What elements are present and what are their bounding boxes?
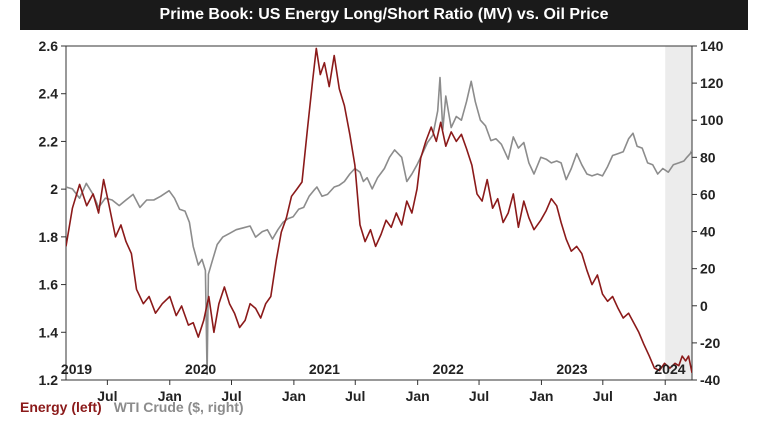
left-tick-label: 1.4: [39, 324, 59, 340]
wti-line: [66, 76, 692, 376]
left-tick-label: 1.2: [39, 372, 59, 388]
right-tick-label: 100: [700, 112, 724, 128]
x-month-label: Jan: [282, 388, 306, 404]
plot-frame: [65, 45, 693, 381]
right-tick-label: 140: [700, 38, 724, 54]
x-month-label: Jul: [97, 388, 117, 404]
right-tick-label: 40: [700, 224, 716, 240]
shaded-region-group: [665, 46, 692, 380]
x-month-label: Jul: [593, 388, 613, 404]
right-tick-label: 80: [700, 149, 716, 165]
left-tick-label: 2: [50, 181, 58, 197]
x-month-label: Jul: [345, 388, 365, 404]
x-year-label: 2024: [654, 361, 685, 377]
right-tick-label: -40: [700, 372, 720, 388]
x-year-label: 2020: [185, 361, 216, 377]
left-tick-label: 2.2: [39, 133, 59, 149]
x-year-label: 2023: [556, 361, 587, 377]
chart-title: Prime Book: US Energy Long/Short Ratio (…: [20, 0, 748, 30]
x-year-label: 2022: [433, 361, 464, 377]
right-tick-label: 60: [700, 186, 716, 202]
x-month-label: Jan: [653, 388, 677, 404]
left-tick-label: 2.6: [39, 38, 59, 54]
legend-wti: WTI Crude ($, right): [113, 399, 244, 415]
x-month-label: Jul: [221, 388, 241, 404]
right-tick-label: 0: [700, 298, 708, 314]
left-tick-label: 2.4: [39, 86, 59, 102]
x-month-label: Jul: [469, 388, 489, 404]
x-month-label: Jan: [529, 388, 553, 404]
left-axis: 1.2 1.4 1.6 1.8 2 2.2 2.4 2.6: [39, 38, 66, 388]
x-axis: Jul Jan Jul Jan Jul Jan Jul Jan Jul Jan 2019 2020 20…: [61, 361, 686, 404]
series-group: [66, 47, 692, 376]
legend: Energy (left) WTI Crude ($, right): [20, 399, 244, 415]
right-axis: -40 -20 0 20 40 60 80 100 120 140: [692, 38, 724, 388]
right-tick-label: -20: [700, 335, 720, 351]
x-month-label: Jan: [406, 388, 430, 404]
left-tick-label: 1.8: [39, 229, 59, 245]
x-year-label: 2021: [309, 361, 340, 377]
energy-line: [66, 47, 692, 373]
x-year-label: 2019: [61, 361, 92, 377]
right-tick-label: 120: [700, 75, 724, 91]
x-month-label: Jan: [158, 388, 182, 404]
shaded-region: [665, 46, 692, 380]
right-tick-label: 20: [700, 261, 716, 277]
legend-energy: Energy (left): [20, 399, 102, 415]
left-tick-label: 1.6: [39, 277, 59, 293]
